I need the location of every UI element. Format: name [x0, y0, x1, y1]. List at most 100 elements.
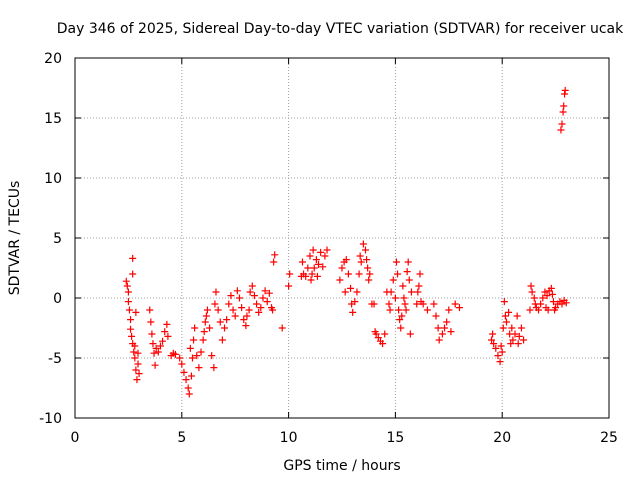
data-point — [134, 349, 142, 357]
data-point — [312, 256, 320, 264]
data-point — [188, 354, 196, 362]
data-point — [134, 360, 142, 368]
data-point — [186, 344, 194, 352]
data-point — [122, 277, 130, 285]
data-point — [344, 270, 352, 278]
data-point — [201, 318, 209, 326]
y-tick-label: 10 — [44, 171, 62, 187]
data-point — [202, 312, 210, 320]
data-point — [133, 376, 141, 384]
data-point — [359, 240, 367, 248]
data-point — [147, 318, 155, 326]
data-point — [178, 360, 186, 368]
data-point — [321, 252, 329, 260]
data-point — [351, 298, 359, 306]
data-point — [307, 276, 315, 284]
data-point — [308, 270, 316, 278]
data-point — [389, 276, 397, 284]
data-point — [263, 298, 271, 306]
x-tick-label: 10 — [280, 430, 298, 446]
data-point — [159, 337, 167, 345]
data-point — [552, 304, 560, 312]
data-point — [163, 320, 171, 328]
data-point — [356, 252, 364, 260]
data-point — [404, 258, 412, 266]
y-axis-label: SDTVAR / TECUs — [7, 181, 23, 296]
y-tick-label: -5 — [48, 351, 62, 367]
data-point — [526, 306, 534, 314]
data-point — [494, 352, 502, 360]
data-point — [164, 332, 172, 340]
data-point — [413, 300, 421, 308]
data-point — [193, 352, 201, 360]
data-point — [135, 370, 143, 378]
data-point — [490, 340, 498, 348]
data-point — [154, 348, 162, 356]
data-point — [212, 288, 220, 296]
data-point — [559, 108, 567, 116]
data-point — [125, 306, 133, 314]
data-point — [250, 292, 258, 300]
data-point — [245, 306, 253, 314]
data-point — [530, 294, 538, 302]
data-point — [497, 342, 505, 350]
data-point — [400, 294, 408, 302]
data-point — [430, 300, 438, 308]
data-point — [269, 306, 277, 314]
data-point — [271, 251, 279, 259]
x-tick-label: 20 — [493, 430, 511, 446]
data-point — [156, 342, 164, 350]
data-point — [416, 270, 424, 278]
data-point — [203, 306, 211, 314]
data-point — [372, 330, 380, 338]
data-point — [537, 300, 545, 308]
data-point — [257, 304, 265, 312]
data-point — [505, 308, 513, 316]
plot-frame — [74, 57, 610, 419]
data-point — [353, 288, 361, 296]
data-point — [255, 308, 263, 316]
data-point — [323, 246, 331, 254]
data-point — [216, 318, 224, 326]
data-point — [370, 300, 378, 308]
data-point — [398, 312, 406, 320]
data-point — [397, 324, 405, 332]
data-point — [223, 316, 231, 324]
data-point — [543, 292, 551, 300]
data-point — [221, 324, 229, 332]
data-point — [128, 332, 136, 340]
data-point — [441, 324, 449, 332]
data-point — [507, 340, 515, 348]
data-point — [131, 342, 139, 350]
data-point — [365, 276, 373, 284]
data-point — [233, 287, 241, 295]
data-point — [558, 120, 566, 128]
y-tick-label: 0 — [53, 291, 62, 307]
data-point — [447, 328, 455, 336]
data-point — [492, 344, 500, 352]
data-point — [455, 304, 463, 312]
data-point — [509, 336, 517, 344]
data-point — [171, 350, 179, 358]
data-point — [315, 260, 323, 268]
data-point — [535, 306, 543, 314]
data-point — [498, 348, 506, 356]
data-point — [363, 256, 371, 264]
data-point — [438, 330, 446, 338]
data-point — [123, 282, 131, 290]
data-point — [387, 288, 395, 296]
data-point — [132, 308, 140, 316]
data-point — [541, 288, 549, 296]
data-point — [488, 336, 496, 344]
data-point — [309, 246, 317, 254]
data-point — [185, 390, 193, 398]
data-point — [381, 330, 389, 338]
data-point — [184, 384, 192, 392]
data-point — [180, 368, 188, 376]
data-point — [243, 312, 251, 320]
data-point — [435, 336, 443, 344]
data-point — [206, 324, 214, 332]
data-point — [432, 312, 440, 320]
data-point — [443, 318, 451, 326]
data-point — [235, 294, 243, 302]
